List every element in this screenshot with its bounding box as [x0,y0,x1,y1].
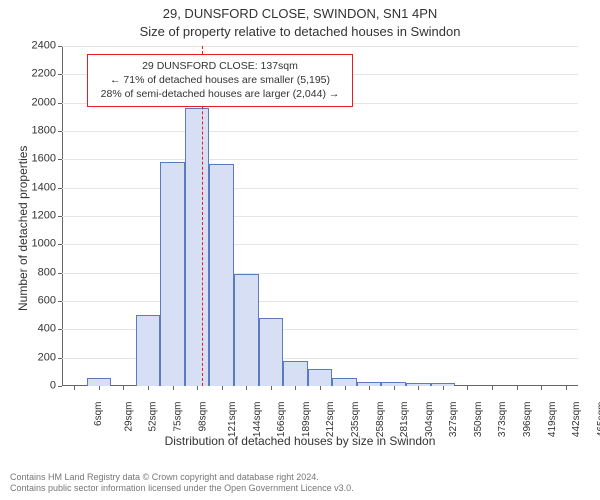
footer-attribution: Contains HM Land Registry data © Crown c… [10,472,354,495]
y-tick-mark [58,131,62,132]
x-tick-label: 166sqm [276,402,287,438]
x-tick-label: 419sqm [547,402,558,438]
x-tick-mark [492,386,493,390]
x-tick-mark [148,386,149,390]
x-tick-label: 281sqm [399,402,410,438]
x-tick-label: 29sqm [123,402,134,432]
y-tick-mark [58,103,62,104]
x-tick-label: 442sqm [571,402,582,438]
y-tick-label: 400 [20,324,56,335]
gridline [62,244,578,245]
x-tick-label: 235sqm [350,402,361,438]
x-tick-mark [369,386,370,390]
x-tick-mark [123,386,124,390]
x-tick-label: 396sqm [522,402,533,438]
histogram-bar [234,274,259,386]
y-tick-label: 200 [20,352,56,363]
x-tick-mark [320,386,321,390]
y-tick-mark [58,358,62,359]
gridline [62,273,578,274]
y-tick-label: 2200 [20,69,56,80]
y-tick-mark [58,244,62,245]
footer-line-1: Contains HM Land Registry data © Crown c… [10,472,354,483]
x-tick-mark [271,386,272,390]
x-axis-label: Distribution of detached houses by size … [0,434,600,448]
y-tick-mark [58,159,62,160]
histogram-bar [283,361,308,387]
y-tick-label: 2400 [20,41,56,52]
x-tick-label: 75sqm [173,402,184,432]
y-tick-mark [58,329,62,330]
x-tick-mark [197,386,198,390]
x-tick-mark [566,386,567,390]
x-tick-label: 304sqm [424,402,435,438]
y-tick-mark [58,188,62,189]
x-tick-label: 144sqm [252,402,263,438]
x-tick-mark [517,386,518,390]
x-tick-mark [418,386,419,390]
x-tick-mark [541,386,542,390]
callout-line-3: 28% of semi-detached houses are larger (… [94,87,346,101]
histogram-bar [308,369,333,386]
title-address: 29, DUNSFORD CLOSE, SWINDON, SN1 4PN [0,6,600,21]
x-tick-label: 121sqm [227,402,238,438]
x-tick-mark [345,386,346,390]
x-tick-mark [173,386,174,390]
histogram-bar [87,378,112,387]
x-tick-mark [295,386,296,390]
y-tick-mark [58,46,62,47]
y-tick-label: 2000 [20,97,56,108]
x-tick-label: 98sqm [197,402,208,432]
x-tick-label: 350sqm [473,402,484,438]
x-tick-mark [394,386,395,390]
x-tick-label: 327sqm [448,402,459,438]
y-tick-mark [58,216,62,217]
title-subtitle: Size of property relative to detached ho… [0,24,600,39]
x-tick-mark [99,386,100,390]
gridline [62,216,578,217]
x-tick-label: 52sqm [148,402,159,432]
x-tick-mark [246,386,247,390]
callout-line-2: ← 71% of detached houses are smaller (5,… [94,73,346,87]
y-axis-label: Number of detached properties [16,146,30,311]
histogram-bar [160,162,185,386]
callout-line-1: 29 DUNSFORD CLOSE: 137sqm [94,59,346,73]
histogram-bar [332,378,357,386]
gridline [62,301,578,302]
y-tick-label: 1800 [20,126,56,137]
x-tick-label: 189sqm [301,402,312,438]
gridline [62,46,578,47]
annotation-callout: 29 DUNSFORD CLOSE: 137sqm ← 71% of detac… [87,54,353,107]
x-tick-mark [467,386,468,390]
x-tick-label: 373sqm [498,402,509,438]
x-tick-mark [443,386,444,390]
histogram-bar [185,108,210,386]
x-tick-mark [222,386,223,390]
chart-container: 29, DUNSFORD CLOSE, SWINDON, SN1 4PN Siz… [0,0,600,500]
y-tick-mark [58,301,62,302]
x-tick-label: 465sqm [596,402,600,438]
histogram-bar [209,164,234,386]
y-tick-mark [58,273,62,274]
histogram-bar [136,315,161,386]
x-tick-mark [74,386,75,390]
footer-line-2: Contains public sector information licen… [10,483,354,494]
y-tick-mark [58,74,62,75]
x-tick-label: 258sqm [375,402,386,438]
gridline [62,131,578,132]
gridline [62,188,578,189]
y-tick-label: 0 [20,381,56,392]
y-tick-mark [58,386,62,387]
x-tick-label: 6sqm [93,402,104,426]
x-tick-label: 212sqm [326,402,337,438]
histogram-bar [259,318,284,386]
gridline [62,159,578,160]
